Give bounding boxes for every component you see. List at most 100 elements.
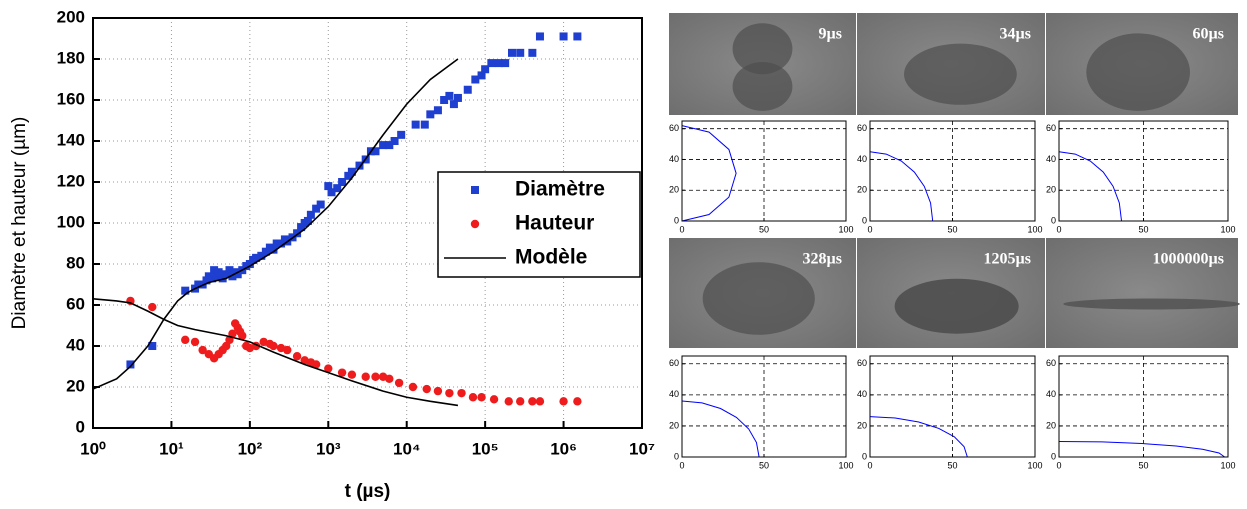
point xyxy=(420,120,429,129)
point xyxy=(385,141,394,150)
plot-frame xyxy=(1058,355,1229,458)
x-tick-label: 10⁴ xyxy=(393,439,420,458)
x-tick-label: 50 xyxy=(759,224,769,234)
y-tick-label: 0 xyxy=(862,451,867,461)
y-tick-label: 40 xyxy=(857,154,867,164)
point xyxy=(338,178,347,186)
y-tick-label: 140 xyxy=(57,130,85,149)
point xyxy=(269,245,278,254)
photo-label: 328µs xyxy=(803,251,842,268)
x-tick-label: 100 xyxy=(838,460,853,470)
point xyxy=(238,331,247,340)
y-tick-label: 20 xyxy=(857,420,867,430)
line xyxy=(681,400,760,458)
x-tick-label: 0 xyxy=(867,224,872,234)
point xyxy=(559,397,568,406)
point xyxy=(528,397,537,406)
point xyxy=(222,270,231,279)
point xyxy=(463,85,472,94)
plot-frame xyxy=(1058,120,1229,222)
y-tick-label: 180 xyxy=(57,48,85,67)
x-tick-label: 100 xyxy=(1027,224,1042,234)
droplet xyxy=(732,61,793,111)
x-tick-label: 50 xyxy=(1138,224,1148,234)
point xyxy=(347,370,357,379)
droplet xyxy=(904,43,1017,105)
point xyxy=(190,337,200,347)
y-tick-label: 60 xyxy=(669,358,679,368)
point xyxy=(312,204,321,213)
point xyxy=(390,137,399,145)
point xyxy=(504,397,513,406)
y-tick-label: 0 xyxy=(1051,451,1056,461)
x-tick-label: 0 xyxy=(1056,224,1061,234)
y-axis-label: Diamètre et hauteur (µm) xyxy=(9,117,30,330)
x-tick-label: 100 xyxy=(838,224,853,234)
x-axis-label: t (µs) xyxy=(345,481,391,502)
point xyxy=(261,247,270,256)
point xyxy=(371,372,380,381)
y-tick-label: 40 xyxy=(1046,154,1056,164)
point xyxy=(283,345,292,355)
plot-frame xyxy=(681,120,847,222)
y-tick-label: 60 xyxy=(857,123,867,133)
point xyxy=(212,272,221,281)
x-tick-label: 50 xyxy=(1138,460,1148,470)
point xyxy=(385,374,394,383)
point xyxy=(347,167,356,176)
point xyxy=(202,276,211,285)
point xyxy=(494,59,503,68)
line xyxy=(1058,151,1123,222)
legend-label: Diamètre xyxy=(515,178,605,201)
point xyxy=(481,65,490,74)
point xyxy=(316,200,325,209)
point xyxy=(535,32,544,41)
point xyxy=(426,110,435,119)
point xyxy=(477,71,486,80)
line xyxy=(869,151,934,222)
point xyxy=(181,335,190,345)
y-tick-label: 20 xyxy=(66,376,85,395)
point xyxy=(126,360,135,369)
y-tick-label: 100 xyxy=(57,212,85,231)
x-tick-label: 100 xyxy=(1220,224,1235,234)
legend-label: Hauteur xyxy=(515,212,594,235)
point xyxy=(327,188,336,197)
point xyxy=(333,184,342,193)
y-tick-label: 60 xyxy=(1046,358,1056,368)
x-tick-label: 10² xyxy=(238,439,263,458)
x-tick-label: 10³ xyxy=(316,439,341,458)
point xyxy=(453,93,462,102)
point xyxy=(208,274,217,283)
point xyxy=(228,329,237,338)
point xyxy=(528,48,537,57)
y-tick-label: 40 xyxy=(669,389,679,399)
point xyxy=(311,360,321,369)
point xyxy=(445,388,454,398)
point xyxy=(233,270,242,279)
point xyxy=(148,342,157,350)
x-tick-label: 50 xyxy=(759,460,769,470)
point xyxy=(303,216,312,225)
legend-label: Modèle xyxy=(515,246,587,269)
point xyxy=(433,106,442,115)
x-tick-label: 10⁷ xyxy=(629,439,655,458)
line xyxy=(681,125,737,222)
point xyxy=(306,210,315,219)
y-tick-label: 160 xyxy=(57,89,85,108)
point xyxy=(535,397,545,406)
point xyxy=(422,384,431,394)
x-tick-label: 0 xyxy=(1056,460,1061,470)
x-tick-label: 50 xyxy=(947,460,957,470)
line xyxy=(1058,440,1225,458)
y-tick-label: 20 xyxy=(857,185,867,195)
point xyxy=(433,386,443,396)
x-tick-label: 100 xyxy=(1027,460,1042,470)
point xyxy=(449,100,458,109)
point xyxy=(440,96,449,104)
point xyxy=(457,388,466,398)
x-tick-label: 10¹ xyxy=(159,439,184,458)
droplet xyxy=(1086,33,1191,111)
y-tick-label: 40 xyxy=(1046,389,1056,399)
point xyxy=(411,120,420,129)
